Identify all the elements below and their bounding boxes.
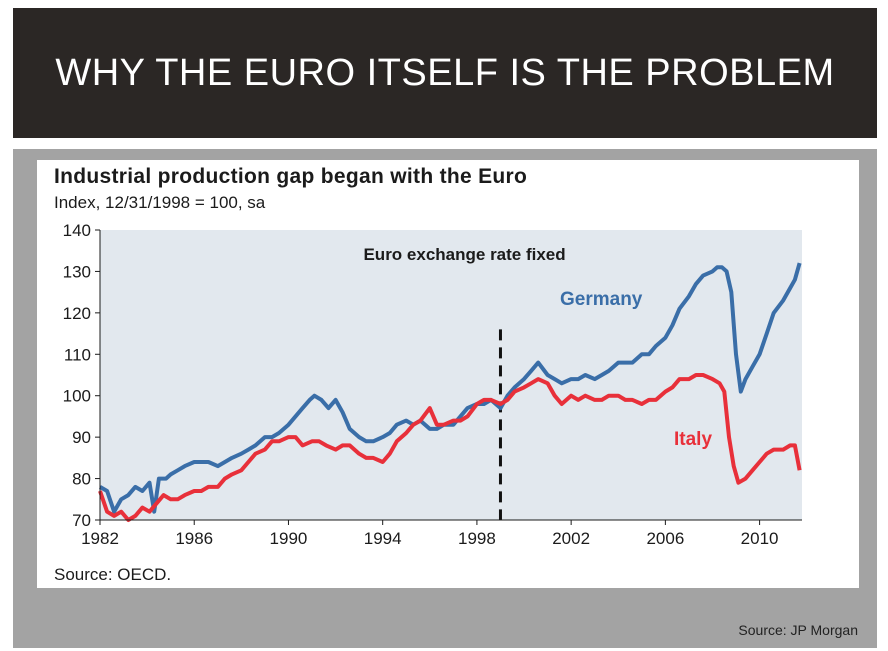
euro-annotation-label: Euro exchange rate fixed [363,245,565,264]
slide-source: Source: JP Morgan [738,622,858,638]
x-tick-label: 1986 [175,529,213,548]
x-tick-label: 2010 [741,529,779,548]
x-tick-label: 1990 [270,529,308,548]
y-axis: 70 80 90 100 110 120 130 140 [63,221,100,530]
y-tick-label: 90 [72,428,91,447]
x-tick-label: 1982 [81,529,119,548]
y-tick-label: 80 [72,470,91,489]
chart-subtitle: Index, 12/31/1998 = 100, sa [54,193,266,212]
y-tick-label: 100 [63,387,91,406]
chart-title: Industrial production gap began with the… [54,165,528,188]
series-line-italy [98,373,802,522]
plot-area [100,230,802,520]
y-tick-label: 140 [63,221,91,240]
slide-title: WHY THE EURO ITSELF IS THE PROBLEM [55,51,835,94]
x-axis: 1982 1986 1990 1994 1998 2002 2006 2010 [81,520,779,548]
x-tick-label: 1994 [364,529,402,548]
x-tick-label: 1998 [458,529,496,548]
y-tick-label: 70 [72,511,91,530]
x-tick-label: 2006 [646,529,684,548]
chart-source: Source: OECD. [54,565,172,584]
y-tick-label: 120 [63,304,91,323]
x-tick-label: 2002 [552,529,590,548]
series-line-germany [98,262,802,514]
y-tick-label: 130 [63,262,91,281]
series-label-italy: Italy [674,429,712,450]
title-bar: WHY THE EURO ITSELF IS THE PROBLEM [13,8,877,138]
y-tick-label: 110 [64,345,91,364]
series-label-germany: Germany [560,289,643,310]
